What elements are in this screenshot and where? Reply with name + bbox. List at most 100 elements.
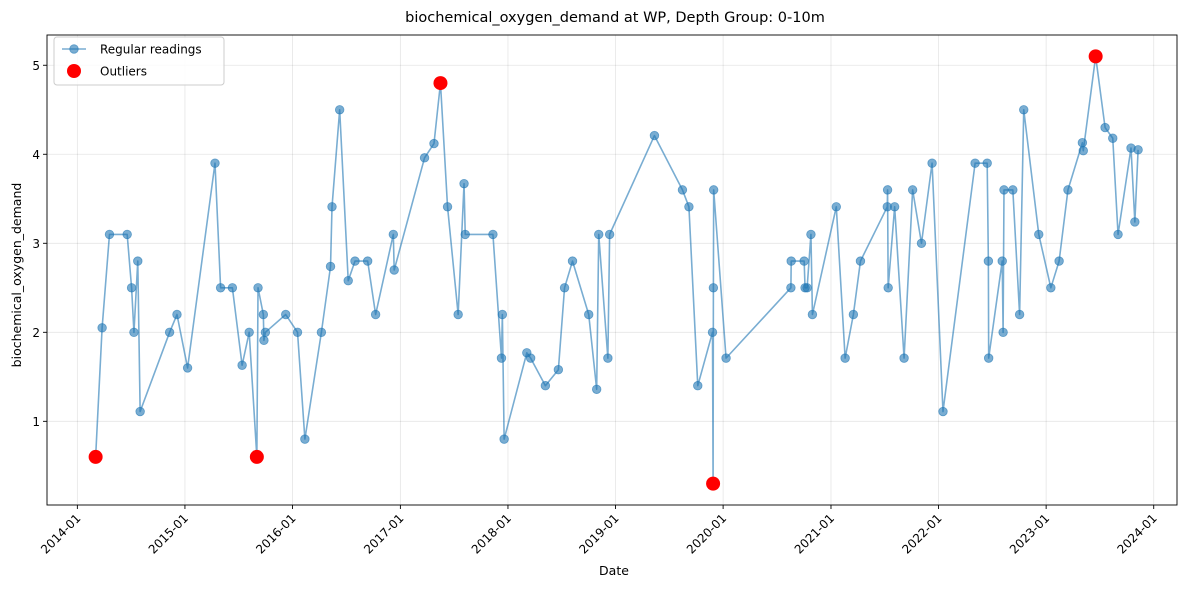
data-point <box>1100 122 1110 133</box>
data-point <box>1034 229 1044 240</box>
data-point <box>1078 146 1088 156</box>
legend: Regular readings Outliers <box>53 36 225 86</box>
chart-title: biochemical_oxygen_demand at WP, Depth G… <box>405 10 825 26</box>
data-point <box>258 309 269 320</box>
data-point <box>693 381 703 391</box>
data-point <box>708 283 719 293</box>
data-point <box>210 158 220 168</box>
data-point <box>497 309 508 320</box>
data-point <box>260 327 271 338</box>
data-point <box>540 381 551 391</box>
data-point <box>907 185 918 195</box>
data-point <box>389 265 399 275</box>
data-point <box>1063 185 1073 195</box>
y-tick-label: 1 <box>32 415 40 429</box>
data-point <box>591 384 602 394</box>
y-tick-label: 4 <box>32 148 40 162</box>
data-point <box>1113 229 1123 240</box>
data-point <box>237 360 247 370</box>
data-point <box>889 202 900 212</box>
data-point <box>677 185 688 195</box>
data-point <box>1054 256 1064 266</box>
data-point <box>553 364 564 375</box>
data-point <box>786 283 796 293</box>
data-point <box>1130 217 1140 227</box>
data-point <box>104 229 115 240</box>
data-point <box>899 353 909 363</box>
data-point <box>460 229 470 240</box>
data-point <box>799 256 809 266</box>
data-point <box>831 202 841 212</box>
data-point <box>807 309 818 320</box>
outlier-point <box>433 76 448 91</box>
data-point <box>182 363 193 373</box>
data-point <box>97 323 107 333</box>
series-layer <box>88 49 1143 491</box>
data-point <box>129 327 139 338</box>
data-point <box>496 353 507 363</box>
data-point <box>227 283 238 293</box>
data-point <box>848 309 859 320</box>
outlier-point <box>706 476 721 491</box>
data-point <box>649 130 660 141</box>
data-point <box>388 229 399 240</box>
data-point <box>1014 309 1025 320</box>
data-point <box>281 309 291 320</box>
data-point <box>559 283 570 293</box>
data-point <box>998 327 1008 338</box>
data-point <box>135 406 145 417</box>
data-point <box>684 202 694 212</box>
data-point <box>1077 138 1088 148</box>
x-axis-label: Date <box>599 563 629 578</box>
data-point <box>707 327 718 338</box>
data-point <box>938 406 948 417</box>
data-point <box>786 256 796 266</box>
data-point <box>983 256 994 266</box>
data-point <box>1046 283 1056 293</box>
data-point <box>244 327 254 338</box>
data-point <box>215 283 226 293</box>
legend-marker-regular <box>69 44 79 54</box>
data-point <box>488 229 498 240</box>
data-point <box>459 178 469 189</box>
data-point <box>316 327 327 338</box>
data-point <box>1008 185 1018 195</box>
data-point <box>999 185 1009 195</box>
data-point <box>584 309 594 320</box>
data-point <box>259 335 269 346</box>
data-point <box>253 283 263 293</box>
legend-marker-outlier <box>67 64 81 78</box>
data-point <box>604 229 615 240</box>
outlier-point <box>1088 49 1103 64</box>
data-point <box>970 158 980 168</box>
data-point <box>327 202 337 212</box>
data-point <box>350 256 360 266</box>
y-tick-label: 3 <box>32 237 40 251</box>
data-point <box>916 238 927 248</box>
data-point <box>840 353 850 363</box>
data-point <box>343 275 353 286</box>
data-point <box>133 256 143 266</box>
data-point <box>1133 145 1143 155</box>
data-point <box>525 353 536 363</box>
data-point <box>802 283 812 293</box>
data-point <box>122 229 132 240</box>
legend-box <box>53 36 225 86</box>
y-tick-label: 5 <box>32 59 40 73</box>
data-point <box>334 105 345 115</box>
data-point <box>855 256 866 266</box>
legend-label-outlier: Outliers <box>100 65 147 79</box>
data-point <box>292 327 303 338</box>
outlier-point <box>88 449 103 464</box>
data-point <box>499 434 509 444</box>
data-point <box>982 158 992 168</box>
data-point <box>603 353 613 363</box>
legend-label-regular: Regular readings <box>100 43 202 57</box>
data-point <box>126 283 137 293</box>
data-point <box>594 229 604 240</box>
data-point <box>300 434 310 444</box>
data-point <box>419 153 430 163</box>
plot-frame <box>46 34 1178 506</box>
